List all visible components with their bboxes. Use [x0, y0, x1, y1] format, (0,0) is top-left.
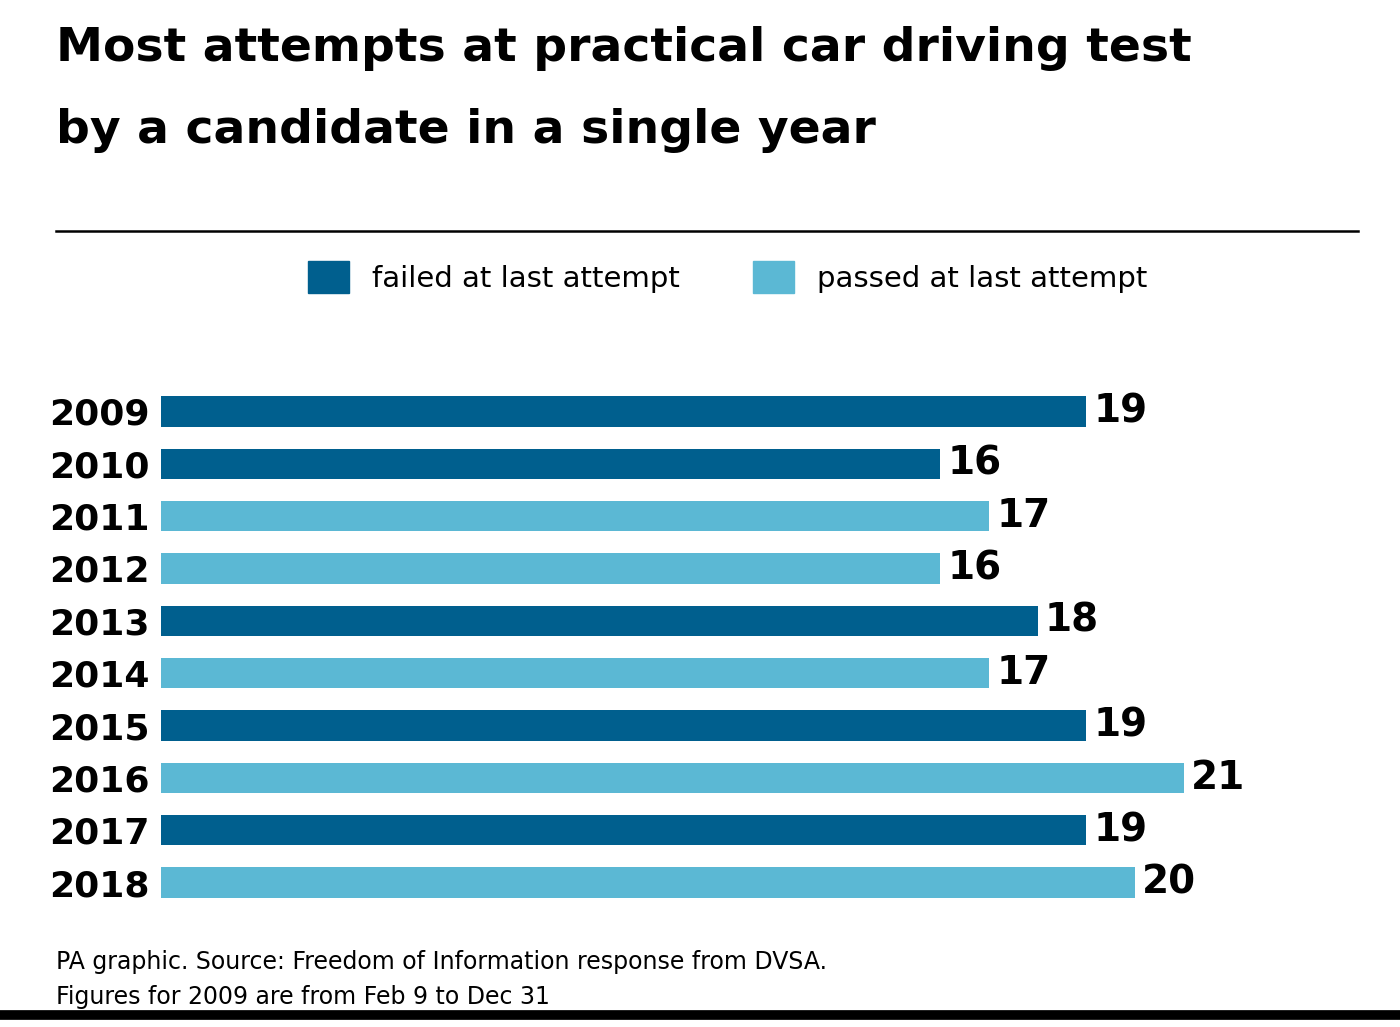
Legend: failed at last attempt, passed at last attempt: failed at last attempt, passed at last a… — [308, 261, 1148, 293]
Bar — [161, 763, 1183, 793]
Bar — [161, 501, 988, 531]
Text: 19: 19 — [1093, 392, 1148, 430]
Text: by a candidate in a single year: by a candidate in a single year — [56, 108, 876, 153]
Text: 19: 19 — [1093, 811, 1148, 849]
Bar — [161, 815, 1086, 845]
Bar — [161, 658, 988, 688]
Text: 16: 16 — [948, 549, 1001, 587]
Text: 17: 17 — [997, 497, 1050, 535]
Text: 21: 21 — [1191, 759, 1245, 797]
Text: 20: 20 — [1142, 864, 1197, 902]
Bar — [161, 396, 1086, 426]
Text: 16: 16 — [948, 445, 1001, 483]
Text: 17: 17 — [997, 654, 1050, 692]
Bar — [161, 711, 1086, 740]
Text: 18: 18 — [1044, 602, 1099, 640]
Bar — [161, 554, 941, 583]
Bar — [161, 606, 1037, 636]
Bar — [161, 868, 1135, 898]
Bar — [161, 449, 941, 479]
Text: 19: 19 — [1093, 707, 1148, 745]
Text: Most attempts at practical car driving test: Most attempts at practical car driving t… — [56, 26, 1191, 71]
Text: PA graphic. Source: Freedom of Information response from DVSA.
Figures for 2009 : PA graphic. Source: Freedom of Informati… — [56, 950, 827, 1010]
